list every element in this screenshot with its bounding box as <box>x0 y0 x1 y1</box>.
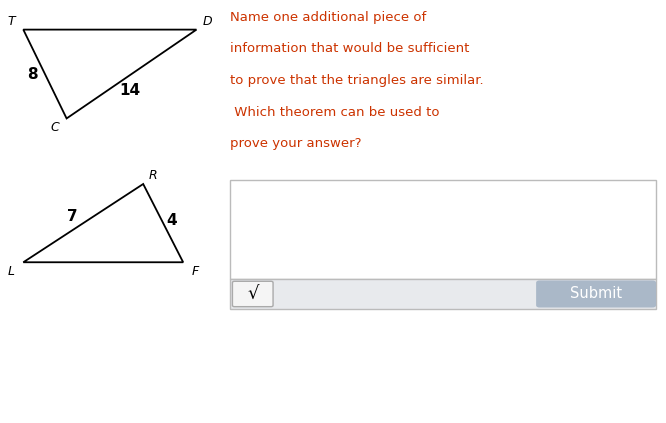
Text: R: R <box>149 169 157 182</box>
Text: D: D <box>202 16 212 28</box>
Text: 7: 7 <box>67 209 77 224</box>
Text: 14: 14 <box>119 83 141 99</box>
FancyBboxPatch shape <box>536 280 656 308</box>
Text: √: √ <box>247 285 258 303</box>
Text: F: F <box>192 265 198 278</box>
Text: L: L <box>8 265 15 278</box>
Text: to prove that the triangles are similar.: to prove that the triangles are similar. <box>230 74 484 87</box>
Text: information that would be sufficient: information that would be sufficient <box>230 42 469 55</box>
Text: 4: 4 <box>166 213 177 228</box>
Text: prove your answer?: prove your answer? <box>230 137 361 151</box>
Text: Submit: Submit <box>570 286 622 302</box>
FancyBboxPatch shape <box>230 279 656 309</box>
Text: Which theorem can be used to: Which theorem can be used to <box>230 106 440 119</box>
Text: 8: 8 <box>27 66 37 82</box>
Text: C: C <box>50 121 59 134</box>
Text: T: T <box>7 16 15 28</box>
FancyBboxPatch shape <box>230 180 656 279</box>
Text: Name one additional piece of: Name one additional piece of <box>230 11 426 24</box>
FancyBboxPatch shape <box>232 281 273 307</box>
